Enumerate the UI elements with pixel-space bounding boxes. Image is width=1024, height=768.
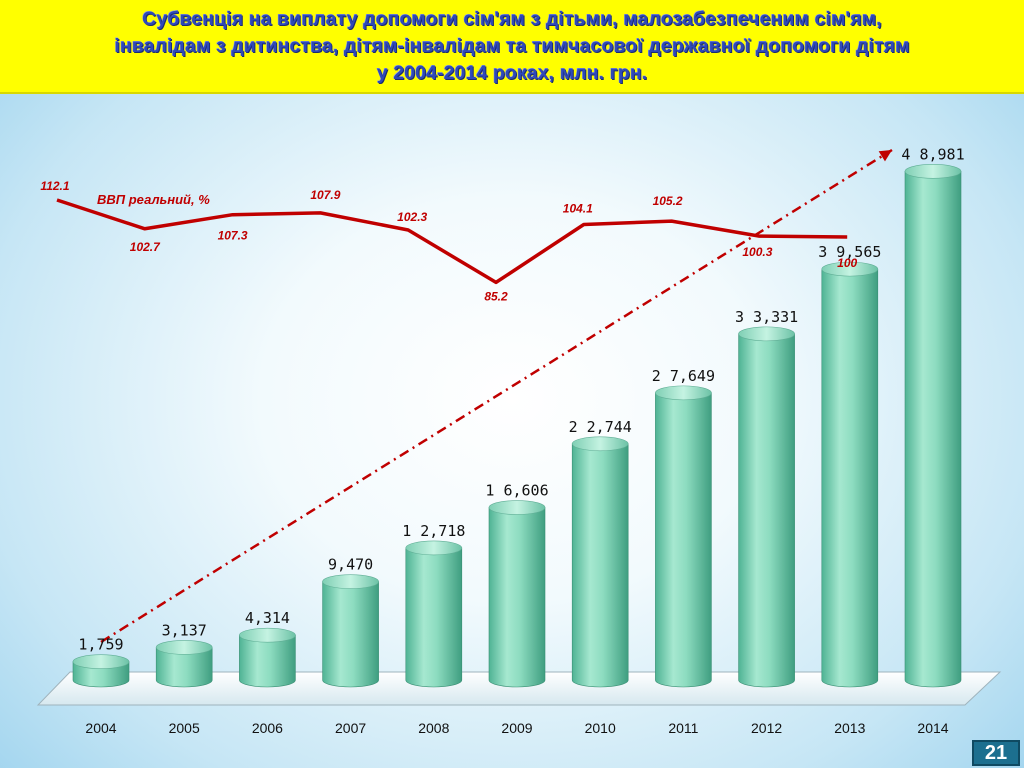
chart-title-line-2: інвалідам з дитинства, дітям-інвалідам т… [114, 35, 910, 57]
bar-top [72, 654, 130, 670]
bar-top [571, 436, 629, 452]
bar-value-label: 3,137 [162, 621, 207, 639]
x-tick-label: 2007 [335, 720, 366, 736]
bar-body [322, 581, 379, 688]
x-tick-label: 2013 [834, 720, 865, 736]
gdp-line [56, 198, 848, 285]
bar-value-label: 4 8,981 [901, 145, 964, 163]
bar-top [738, 326, 795, 342]
gdp-line-group: 112.1 102.7 107.3 107.9 102.3 85.2 104.1 105.2 1… [40, 179, 857, 303]
bar-body [571, 443, 629, 688]
bar-body [488, 507, 546, 688]
gdp-point-label: 85.2 [484, 289, 508, 303]
gdp-legend-label: ВВП реальний, % [97, 192, 210, 207]
gdp-point-label: 104.1 [563, 202, 593, 216]
page-number-badge: 21 [972, 740, 1020, 766]
bar-value-label: 9,470 [328, 556, 373, 574]
bar-body [155, 647, 213, 688]
x-tick-label: 2008 [418, 720, 449, 736]
bar-body [405, 547, 463, 688]
bar-value-label: 2 2,744 [569, 418, 632, 436]
x-tick-label: 2012 [751, 720, 782, 736]
x-tick-label: 2006 [252, 720, 283, 736]
bar-top [322, 574, 379, 589]
bar-2006 [239, 627, 296, 688]
bar-top [821, 261, 879, 277]
bars-group [72, 164, 962, 688]
x-tick-label: 2010 [585, 720, 616, 736]
bar-2007 [322, 574, 379, 688]
bar-value-label: 3 9,565 [818, 243, 881, 261]
bar-value-label: 4,314 [245, 609, 290, 627]
bar-2009 [488, 500, 546, 688]
gdp-point-label: 112.1 [40, 179, 69, 193]
bar-2013 [821, 261, 879, 688]
bar-body [655, 392, 712, 688]
x-axis-ticks: 2004 2005 2006 2007 2008 2009 2010 2011 2012 2013… [85, 720, 948, 736]
bar-top [239, 627, 296, 643]
bar-2004 [72, 654, 130, 688]
bar-2008 [405, 540, 463, 688]
bar-2011 [655, 385, 712, 688]
gdp-point-label: 102.7 [130, 240, 161, 254]
x-tick-label: 2011 [668, 720, 698, 736]
bar-top [904, 164, 962, 179]
gdp-point-label: 105.2 [653, 194, 683, 208]
chart-title-line-3: у 2004-2014 роках, млн. грн. [376, 62, 648, 84]
trend-line [100, 148, 893, 644]
gdp-point-label: 107.9 [310, 188, 340, 202]
x-tick-label: 2014 [917, 720, 948, 736]
x-tick-label: 2009 [501, 720, 532, 736]
bar-value-label: 1 6,606 [485, 482, 548, 500]
bar-value-label: 1,759 [78, 636, 123, 654]
bar-body [738, 333, 795, 688]
bar-2010 [571, 436, 629, 688]
bar-body [239, 634, 296, 688]
bar-value-label: 1 2,718 [402, 522, 465, 540]
gdp-point-label: 107.3 [218, 229, 248, 243]
x-tick-label: 2005 [169, 720, 200, 736]
gdp-point-label: 100 [837, 256, 857, 270]
x-tick-label: 2004 [85, 720, 116, 736]
gdp-point-label: 102.3 [397, 210, 427, 224]
bar-2014 [904, 164, 962, 688]
bar-top [655, 385, 712, 401]
title-banner: Субвенція на виплату допомоги сім'ям з д… [0, 0, 1024, 94]
bar-2012 [738, 326, 795, 688]
chart-title-line-1: Субвенція на виплату допомоги сім'ям з д… [142, 8, 882, 30]
bar-top [488, 500, 546, 515]
trend-group [100, 148, 893, 644]
gdp-point-label: 100.3 [742, 245, 772, 259]
bar-2005 [155, 640, 213, 688]
bar-value-label: 3 3,331 [735, 308, 798, 326]
trend-arrowhead [878, 150, 892, 162]
bar-top [405, 540, 463, 556]
bar-value-label: 2 7,649 [652, 367, 715, 385]
bar-top [155, 640, 213, 655]
bar-body [821, 268, 879, 688]
bar-body [904, 171, 962, 688]
value-labels-group: 1,759 3,137 4,314 9,470 1 2,718 1 6,606 2 2,74… [78, 145, 964, 653]
